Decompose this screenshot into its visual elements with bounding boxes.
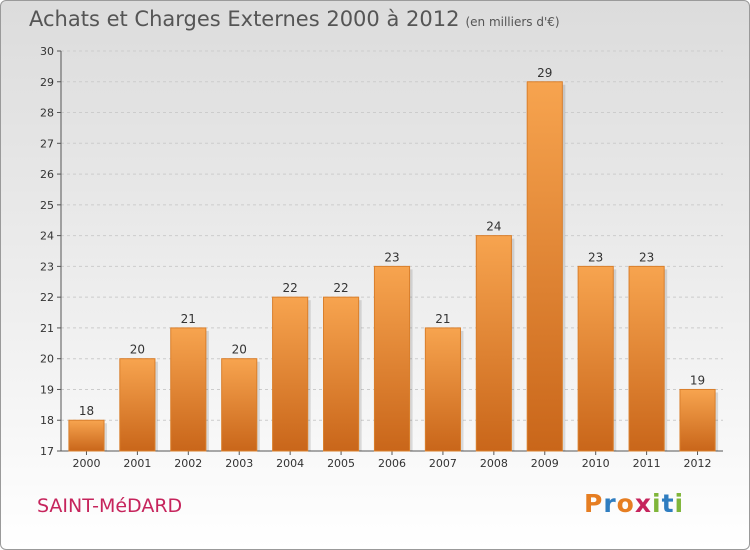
- bar-2011: [628, 265, 665, 452]
- data-label-2001: 20: [130, 343, 145, 357]
- logo-letter: x: [634, 489, 652, 518]
- commune-name: SAINT-MéDARD: [37, 495, 183, 517]
- data-label-2000: 18: [79, 404, 94, 418]
- bar-2000: [68, 419, 105, 452]
- bar-2007: [424, 327, 461, 452]
- data-label-2012: 19: [690, 373, 705, 387]
- bar-2009: [526, 81, 563, 452]
- data-label-2003: 20: [232, 343, 247, 357]
- y-tick-label: 22: [40, 291, 54, 304]
- logo-letter: P: [584, 489, 604, 518]
- x-tick-label-2001: 2001: [123, 457, 151, 470]
- x-tick-label-2012: 2012: [684, 457, 712, 470]
- x-tick-label-2002: 2002: [174, 457, 202, 470]
- data-label-2006: 23: [384, 250, 399, 264]
- x-tick-label-2008: 2008: [480, 457, 508, 470]
- y-tick-label: 27: [40, 137, 54, 150]
- bar-2008: [475, 235, 512, 452]
- x-tick-label-2005: 2005: [327, 457, 355, 470]
- y-tick-label: 19: [40, 383, 54, 396]
- data-label-2002: 21: [181, 312, 196, 326]
- y-tick-label: 28: [40, 107, 54, 120]
- logo-letter: t: [661, 489, 675, 518]
- bar-2005: [323, 296, 360, 452]
- y-tick-label: 21: [40, 322, 54, 335]
- y-tick-label: 26: [40, 168, 54, 181]
- y-tick-label: 17: [40, 445, 54, 458]
- data-label-2010: 23: [588, 250, 603, 264]
- logo-letter: r: [603, 489, 617, 518]
- x-tick-label-2011: 2011: [633, 457, 661, 470]
- data-label-2008: 24: [486, 220, 501, 234]
- chart-title-text: Achats et Charges Externes 2000 à 2012: [29, 7, 460, 31]
- x-tick-label-2006: 2006: [378, 457, 406, 470]
- x-tick-label-2007: 2007: [429, 457, 457, 470]
- bar-2002: [170, 327, 207, 452]
- bar-2003: [221, 358, 258, 452]
- data-label-2004: 22: [283, 281, 298, 295]
- x-tick-label-2004: 2004: [276, 457, 304, 470]
- y-tick-label: 30: [40, 45, 54, 58]
- y-tick-label: 25: [40, 199, 54, 212]
- bar-2004: [272, 296, 309, 452]
- x-tick-label-2009: 2009: [531, 457, 559, 470]
- y-tick-label: 29: [40, 76, 54, 89]
- x-tick-label-2010: 2010: [582, 457, 610, 470]
- bar-2001: [119, 358, 156, 452]
- y-tick-label: 18: [40, 414, 54, 427]
- y-tick-label: 20: [40, 353, 54, 366]
- bar-2012: [679, 388, 716, 452]
- logo-letter: i: [674, 489, 685, 518]
- data-label-2009: 29: [537, 66, 552, 80]
- proxiti-logo: Proxiti: [584, 489, 684, 518]
- y-tick-label: 23: [40, 260, 54, 273]
- y-tick-label: 24: [40, 230, 54, 243]
- logo-letter: i: [652, 489, 662, 518]
- chart-unit: (en milliers d'€): [465, 15, 560, 29]
- bar-2006: [373, 265, 411, 452]
- x-tick-label-2000: 2000: [72, 457, 100, 470]
- data-label-2011: 23: [639, 250, 654, 264]
- chart-title: Achats et Charges Externes 2000 à 2012 (e…: [29, 7, 560, 31]
- logo-letter: o: [616, 489, 635, 518]
- data-label-2005: 22: [333, 281, 348, 295]
- x-tick-label-2003: 2003: [225, 457, 253, 470]
- data-label-2007: 21: [435, 312, 450, 326]
- bar-2010: [577, 265, 614, 452]
